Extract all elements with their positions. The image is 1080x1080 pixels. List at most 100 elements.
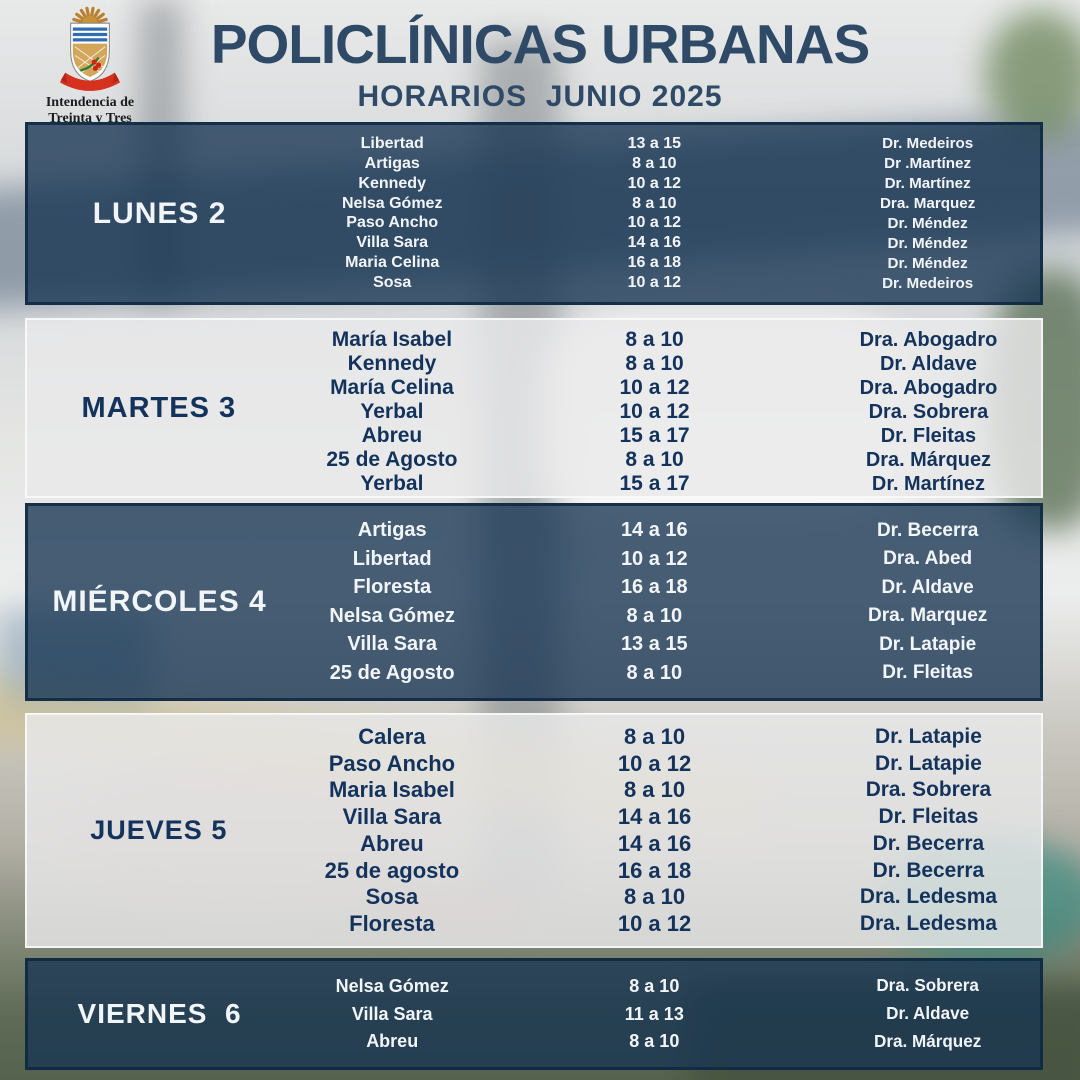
doctor-cell: Dr. Fleitas xyxy=(882,662,974,684)
schedule-row: Artigas 14 a 16 Dr. Becerra xyxy=(291,519,1040,542)
doctor-cell: Dr. Aldave xyxy=(880,352,977,375)
schedule-row: Libertad 13 a 15 Dr. Medeiros xyxy=(291,135,1040,153)
doctor-cell: Dra. Sobrera xyxy=(876,976,979,996)
schedule-row: Nelsa Gómez 8 a 10 Dra. Marquez xyxy=(291,605,1040,628)
schedule-row: Villa Sara 13 a 15 Dr. Latapie xyxy=(291,633,1040,656)
schedule-row: Abreu 8 a 10 Dra. Márquez xyxy=(291,1031,1040,1052)
doctor-cell: Dr. Medeiros xyxy=(882,135,974,153)
location-cell: Yerbal xyxy=(360,472,424,495)
day-band: MIÉRCOLES 4 Artigas 14 a 16 Dr. Becerra Libe… xyxy=(25,503,1043,701)
time-cell: 16 a 18 xyxy=(617,857,692,883)
day-column: LUNES 2 xyxy=(28,125,291,302)
day-band: JUEVES 5 Calera 8 a 10 Dr. Latapie Paso Anch… xyxy=(25,713,1043,948)
time-cell: 10 a 12 xyxy=(620,547,688,570)
rows: Calera 8 a 10 Dr. Latapie Paso Ancho 10 a 12… xyxy=(291,715,1041,946)
location-cell: Floresta xyxy=(349,911,435,937)
location-cell: Villa Sara xyxy=(342,804,442,830)
rows: María Isabel 8 a 10 Dra. Abogadro Kennedy 8 … xyxy=(291,320,1041,496)
location-cell: María Isabel xyxy=(331,328,453,351)
doctor-cell: Dr. Medeiros xyxy=(882,274,974,292)
schedule-row: Villa Sara 14 a 16 Dr. Méndez xyxy=(291,234,1040,252)
time-cell: 8 a 10 xyxy=(626,604,683,627)
schedule-row: Floresta 10 a 12 Dra. Ledesma xyxy=(291,911,1041,937)
time-cell: 8 a 10 xyxy=(632,194,677,212)
doctor-cell: Dr. Martínez xyxy=(884,175,971,193)
location-cell: Artigas xyxy=(357,519,427,542)
time-cell: 10 a 12 xyxy=(617,750,692,776)
rows: Nelsa Gómez 8 a 10 Dra. Sobrera Villa Sara 1… xyxy=(291,961,1040,1067)
location-cell: Kennedy xyxy=(347,352,437,375)
day-band: VIERNES 6 Nelsa Gómez 8 a 10 Dra. Sobrera Vi… xyxy=(25,958,1043,1070)
time-cell: 8 a 10 xyxy=(623,884,686,910)
day-label: MIÉRCOLES 4 xyxy=(52,585,267,618)
time-cell: 14 a 16 xyxy=(627,234,681,252)
schedule-row: Abreu 15 a 17 Dr. Fleitas xyxy=(291,424,1041,448)
rows: Libertad 13 a 15 Dr. Medeiros Artigas 8 a 10… xyxy=(291,125,1040,302)
time-cell: 14 a 16 xyxy=(620,519,688,542)
doctor-cell: Dr .Martínez xyxy=(884,155,972,173)
location-cell: Nelsa Gómez xyxy=(335,975,449,996)
location-cell: Nelsa Gómez xyxy=(329,604,455,627)
location-cell: Abreu xyxy=(366,1031,419,1052)
schedule-row: Nelsa Gómez 8 a 10 Dra. Sobrera xyxy=(291,976,1040,997)
schedule-row: Kennedy 10 a 12 Dr. Martínez xyxy=(291,175,1040,193)
location-cell: 25 de Agosto xyxy=(326,448,458,471)
time-cell: 8 a 10 xyxy=(625,352,684,375)
day-column: MARTES 3 xyxy=(27,320,291,496)
doctor-cell: Dra. Marquez xyxy=(867,605,988,627)
doctor-cell: Dr. Latapie xyxy=(879,633,977,655)
time-cell: 8 a 10 xyxy=(629,975,680,996)
schedule-row: Villa Sara 11 a 13 Dr. Aldave xyxy=(291,1004,1040,1025)
time-cell: 16 a 18 xyxy=(627,254,681,272)
schedule-row: Sosa 8 a 10 Dra. Ledesma xyxy=(291,884,1041,910)
time-cell: 13 a 15 xyxy=(620,633,688,656)
time-cell: 14 a 16 xyxy=(617,804,692,830)
schedule-row: Libertad 10 a 12 Dra. Abed xyxy=(291,548,1040,571)
doctor-cell: Dra. Ledesma xyxy=(859,912,997,936)
time-cell: 8 a 10 xyxy=(625,328,684,351)
doctor-cell: Dr. Becerra xyxy=(872,831,985,855)
doctor-cell: Dra. Abogadro xyxy=(859,376,998,399)
schedule-row: Nelsa Gómez 8 a 10 Dra. Marquez xyxy=(291,195,1040,213)
time-cell: 15 a 17 xyxy=(619,472,690,495)
location-cell: Maria Isabel xyxy=(328,777,455,803)
schedule-row: 25 de Agosto 8 a 10 Dr. Fleitas xyxy=(291,662,1040,685)
day-band: MARTES 3 María Isabel 8 a 10 Dra. Abogadro K… xyxy=(25,318,1043,498)
schedule-row: Kennedy 8 a 10 Dr. Aldave xyxy=(291,352,1041,376)
time-cell: 10 a 12 xyxy=(617,911,692,937)
day-label: LUNES 2 xyxy=(92,196,227,230)
doctor-cell: Dr. Latapie xyxy=(875,751,982,775)
schedule-row: María Celina 10 a 12 Dra. Abogadro xyxy=(291,376,1041,400)
page-title: POLICLÍNICAS URBANAS xyxy=(210,13,870,75)
location-cell: Villa Sara xyxy=(356,234,429,252)
logo-caption: Intendencia de Treinta y Tres xyxy=(45,95,135,126)
coat-of-arms-icon xyxy=(59,6,121,91)
schedule-row: Abreu 14 a 16 Dr. Becerra xyxy=(291,831,1041,857)
time-cell: 10 a 12 xyxy=(627,274,681,291)
location-cell: Libertad xyxy=(352,547,432,570)
time-cell: 8 a 10 xyxy=(623,777,686,803)
doctor-cell: Dra. Márquez xyxy=(873,1031,982,1051)
schedule-row: Calera 8 a 10 Dr. Latapie xyxy=(291,724,1041,750)
doctor-cell: Dr. Fleitas xyxy=(878,805,979,829)
time-cell: 8 a 10 xyxy=(632,154,677,172)
doctor-cell: Dra. Ledesma xyxy=(859,885,997,909)
doctor-cell: Dr. Méndez xyxy=(887,214,968,232)
doctor-cell: Dr. Martínez xyxy=(871,472,985,495)
doctor-cell: Dr. Aldave xyxy=(881,576,974,598)
location-cell: Sosa xyxy=(373,274,412,291)
location-cell: Paso Ancho xyxy=(328,750,456,776)
location-cell: Libertad xyxy=(360,134,424,152)
schedule-row: Artigas 8 a 10 Dr .Martínez xyxy=(291,155,1040,173)
doctor-cell: Dra. Sobrera xyxy=(868,400,989,423)
location-cell: Nelsa Gómez xyxy=(341,194,443,212)
photo-tree-top xyxy=(985,10,1080,140)
time-cell: 8 a 10 xyxy=(626,661,683,684)
doctor-cell: Dr. Becerra xyxy=(872,858,985,882)
location-cell: Artigas xyxy=(364,154,420,172)
time-cell: 13 a 15 xyxy=(627,134,681,152)
schedule-row: Paso Ancho 10 a 12 Dr. Méndez xyxy=(291,214,1040,232)
time-cell: 15 a 17 xyxy=(619,424,690,447)
time-cell: 8 a 10 xyxy=(623,723,686,749)
doctor-cell: Dra. Abed xyxy=(883,548,973,570)
